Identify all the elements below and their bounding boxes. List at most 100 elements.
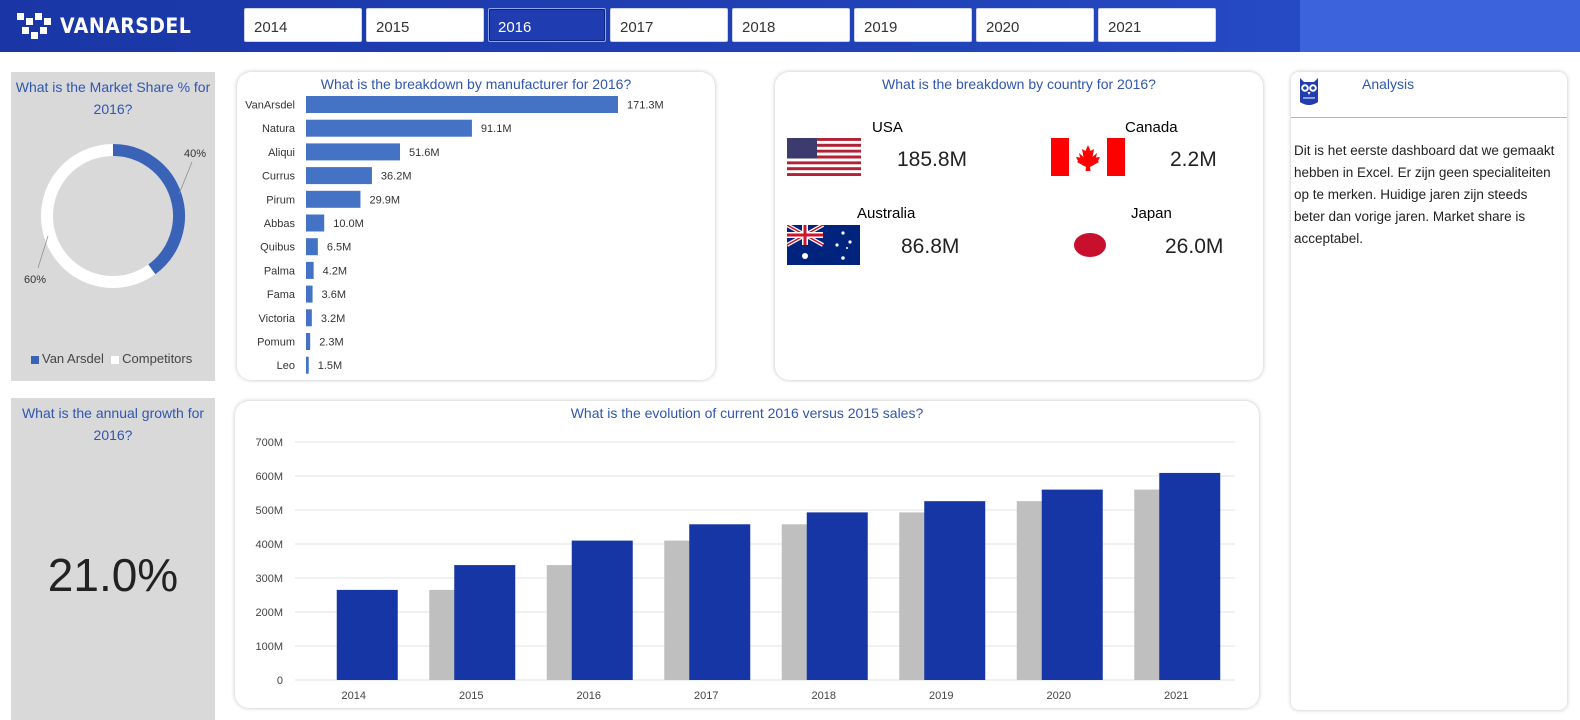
manufacturer-value-label: 29.9M [369,194,400,206]
x-tick-label: 2015 [459,690,483,702]
top-bar-right-panel [1300,0,1580,52]
manufacturer-label: Currus [262,171,296,183]
manufacturer-label: Pomum [257,337,295,349]
country-name-canada: Canada [1125,119,1178,136]
manufacturer-value-label: 1.5M [318,360,342,372]
annual-growth-value: 21.0% [47,549,179,601]
country-value-japan: 26.0M [1165,235,1224,258]
legend-vanarsdel: Van Arsdel [42,351,104,366]
manufacturer-bar [306,309,312,327]
brand-name: VANARSDEL [60,14,192,38]
manufacturer-value-label: 171.3M [627,100,664,112]
legend-swatch-vanarsdel [31,355,39,364]
manufacturer-title: What is the breakdown by manufacturer fo… [320,76,632,92]
evolution-bar-current [454,565,516,680]
y-tick-label: 400M [255,539,283,551]
manufacturer-bar [306,238,318,256]
manufacturer-bar [306,190,361,208]
manufacturer-value-label: 6.5M [327,242,351,254]
donut-label-competitors: 60% [24,274,46,286]
x-tick-label: 2014 [342,690,366,702]
manufacturer-label: Leo [277,360,295,372]
evolution-title: What is the evolution of current 2016 ve… [570,405,924,421]
evolution-card: What is the evolution of current 2016 ve… [235,401,1259,708]
year-tab-2017[interactable]: 2017 [610,8,728,42]
manufacturer-label: Abbas [264,218,296,230]
manufacturer-label: Natura [262,123,296,135]
year-tab-2015[interactable]: 2015 [366,8,484,42]
manufacturer-label: Quibus [260,242,295,254]
manufacturer-card: What is the breakdown by manufacturer fo… [237,72,715,380]
y-tick-label: 500M [255,505,283,517]
country-name-australia: Australia [857,205,916,222]
donut-label-vanarsdel: 40% [184,148,206,160]
x-tick-label: 2021 [1164,690,1188,702]
manufacturer-value-label: 4.2M [323,265,347,277]
us-flag-icon [787,138,861,176]
evolution-chart: 0 100M 200M 300M 400M 500M 600M 700M 2014 2015 201… [255,437,1235,702]
year-tab-2016[interactable]: 2016 [488,8,606,42]
y-tick-label: 600M [255,471,283,483]
donut-slice-competitors [41,144,156,288]
evolution-bar-current [689,524,751,680]
country-value-canada: 2.2M [1170,148,1217,171]
y-tick-label: 700M [255,437,283,449]
evolution-bar-current [1041,489,1103,680]
analysis-divider [1291,117,1567,118]
manufacturer-label: Palma [264,265,296,277]
y-tick-label: 100M [255,641,283,653]
legend-swatch-competitors [111,355,120,364]
manufacturer-bar [306,119,472,137]
australia-flag-icon [787,225,860,265]
country-card: What is the breakdown by country for 201… [775,72,1263,380]
manufacturer-bar [306,96,618,113]
evolution-bar-current [336,589,398,680]
donut-leader-competitors [37,235,49,269]
x-tick-label: 2019 [929,690,953,702]
manufacturer-bar [306,167,372,185]
x-tick-label: 2018 [812,690,836,702]
legend-competitors: Competitors [122,351,193,366]
year-tab-2021[interactable]: 2021 [1098,8,1216,42]
year-slicer: 2014 2015 2016 2017 2018 2019 2020 2021 [244,8,1216,42]
annual-growth-title: What is the annual growth for 2016? [21,405,205,443]
manufacturer-value-label: 36.2M [381,171,412,183]
manufacturer-value-label: 2.3M [319,337,343,349]
donut-leader-vanarsdel [178,161,193,195]
annual-growth-panel: What is the annual growth for 2016? [11,398,215,720]
analysis-text: Dit is het eerste dashboard dat we gemaa… [1294,143,1555,246]
y-tick-label: 0 [277,675,283,687]
country-value-usa: 185.8M [897,148,968,171]
year-tab-2020[interactable]: 2020 [976,8,1094,42]
manufacturer-bar [306,214,325,232]
manufacturer-bar [306,285,313,303]
japan-flag-icon [1074,233,1106,257]
manufacturer-label: VanArsdel [245,100,295,112]
manufacturer-bar [306,333,311,350]
x-tick-label: 2020 [1047,690,1071,702]
manufacturer-value-label: 3.2M [321,313,345,325]
market-share-panel: What is the Market Share % for 2016? 40%… [11,72,215,381]
manufacturer-label: Fama [267,289,296,301]
manufacturer-value-label: 51.6M [409,147,440,159]
market-share-donut: 40% 60% [24,144,206,288]
year-tab-2019[interactable]: 2019 [854,8,972,42]
year-tab-2018[interactable]: 2018 [732,8,850,42]
evolution-bar-current [924,501,986,680]
manufacturer-bar [306,356,309,374]
evolution-bar-current [806,512,868,680]
manufacturer-label: Pirum [266,194,295,206]
x-tick-label: 2017 [694,690,718,702]
y-tick-label: 300M [255,573,283,585]
country-name-usa: USA [872,119,903,136]
analysis-title: Analysis [1362,76,1415,92]
manufacturer-value-label: 91.1M [481,123,512,135]
year-tab-2014[interactable]: 2014 [244,8,362,42]
brand-logo: VANARSDEL [16,8,206,44]
evolution-bar-current [571,540,633,680]
top-bar: VANARSDEL 2014 2015 2016 2017 2018 2019 … [0,0,1580,52]
y-tick-label: 200M [255,607,283,619]
donut-slice-vanarsdel [112,144,185,275]
analysis-card [1291,72,1567,710]
market-share-legend: Van Arsdel Competitors [31,351,192,366]
